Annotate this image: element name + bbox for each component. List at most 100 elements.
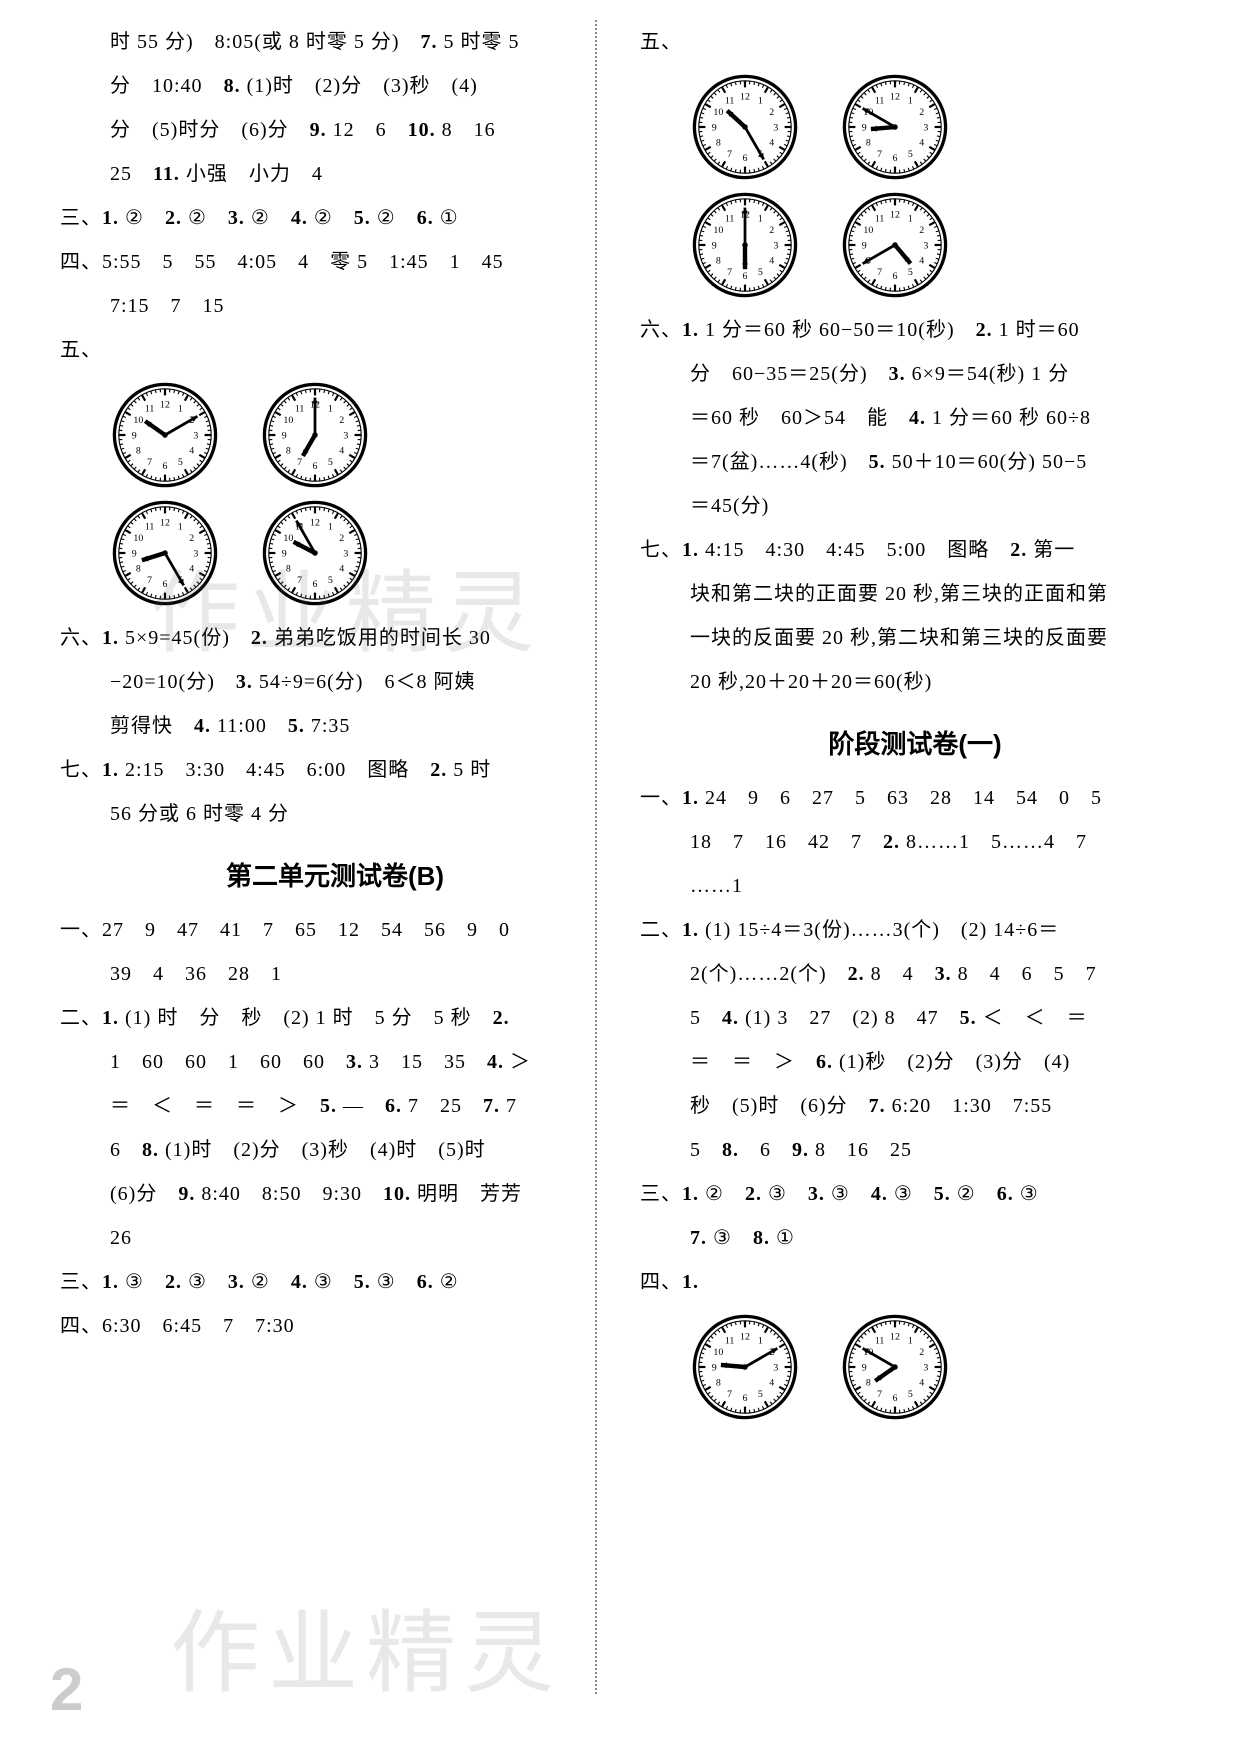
text-line: 5 8. 6 9. 8 16 25 bbox=[640, 1128, 1190, 1172]
section-five-label: 五、 bbox=[60, 328, 610, 372]
svg-text:12: 12 bbox=[890, 1332, 900, 1343]
svg-text:8: 8 bbox=[866, 138, 871, 149]
section-two: 二、1. (1) 15÷4＝3(份)……3(个) (2) 14÷6＝ bbox=[640, 908, 1190, 952]
svg-text:12: 12 bbox=[890, 210, 900, 221]
svg-text:5: 5 bbox=[328, 457, 333, 468]
svg-text:1: 1 bbox=[908, 1336, 913, 1347]
text-line: ＝ ＜ ＝ ＝ ＞ 5. — 6. 7 25 7. 7 bbox=[60, 1084, 610, 1128]
svg-text:4: 4 bbox=[339, 564, 344, 575]
clock-icon: 123456789101112 bbox=[260, 498, 370, 608]
svg-text:7: 7 bbox=[297, 457, 302, 468]
text-line: 20 秒,20＋20＋20＝60(秒) bbox=[640, 660, 1190, 704]
text-line: 7:15 7 15 bbox=[60, 284, 610, 328]
svg-text:10: 10 bbox=[283, 533, 293, 544]
svg-text:1: 1 bbox=[178, 522, 183, 533]
svg-text:1: 1 bbox=[178, 404, 183, 415]
clock-icon: 123456789101112 bbox=[690, 1312, 800, 1422]
svg-text:2: 2 bbox=[919, 225, 924, 236]
svg-text:1: 1 bbox=[328, 404, 333, 415]
svg-text:6: 6 bbox=[743, 1393, 748, 1404]
section-seven: 七、1. 2:15 3:30 4:45 6:00 图略 2. 5 时 bbox=[60, 748, 610, 792]
svg-text:3: 3 bbox=[193, 548, 198, 559]
svg-text:12: 12 bbox=[160, 518, 170, 529]
text-line: ＝ ＝ ＞ 6. (1)秒 (2)分 (3)分 (4) bbox=[640, 1040, 1190, 1084]
section-two-b: 二、1. (1) 时 分 秒 (2) 1 时 5 分 5 秒 2. bbox=[60, 996, 610, 1040]
svg-text:6: 6 bbox=[743, 153, 748, 164]
svg-text:5: 5 bbox=[758, 1389, 763, 1400]
svg-text:5: 5 bbox=[758, 267, 763, 278]
clock-row: 123456789101112 123456789101112 bbox=[690, 1312, 1190, 1422]
svg-text:8: 8 bbox=[716, 138, 721, 149]
svg-text:2: 2 bbox=[919, 107, 924, 118]
svg-text:8: 8 bbox=[286, 446, 291, 457]
svg-text:10: 10 bbox=[133, 415, 143, 426]
svg-text:6: 6 bbox=[743, 271, 748, 282]
section-five-label: 五、 bbox=[640, 20, 1190, 64]
text-line: 25 11. 小强 小力 4 bbox=[60, 152, 610, 196]
svg-text:9: 9 bbox=[862, 1362, 867, 1373]
clock-row: 123456789101112 123456789101112 bbox=[690, 190, 1190, 300]
svg-text:5: 5 bbox=[178, 457, 183, 468]
svg-text:4: 4 bbox=[189, 564, 194, 575]
svg-text:2: 2 bbox=[339, 533, 344, 544]
section-six: 六、1. 5×9=45(份) 2. 弟弟吃饭用的时间长 30 bbox=[60, 616, 610, 660]
svg-text:4: 4 bbox=[769, 138, 774, 149]
text-line: 6 8. (1)时 (2)分 (3)秒 (4)时 (5)时 bbox=[60, 1128, 610, 1172]
svg-text:11: 11 bbox=[725, 214, 735, 225]
clock-icon: 123456789101112 bbox=[840, 72, 950, 182]
svg-text:11: 11 bbox=[875, 1336, 885, 1347]
svg-text:6: 6 bbox=[313, 461, 318, 472]
svg-text:2: 2 bbox=[339, 415, 344, 426]
svg-text:12: 12 bbox=[740, 1332, 750, 1343]
clock-icon: 123456789101112 bbox=[690, 72, 800, 182]
svg-text:7: 7 bbox=[877, 267, 882, 278]
svg-text:8: 8 bbox=[716, 256, 721, 267]
svg-text:7: 7 bbox=[147, 575, 152, 586]
svg-text:2: 2 bbox=[919, 1347, 924, 1358]
svg-text:9: 9 bbox=[282, 548, 287, 559]
clock-icon: 123456789101112 bbox=[690, 190, 800, 300]
svg-text:12: 12 bbox=[890, 92, 900, 103]
svg-text:1: 1 bbox=[908, 214, 913, 225]
text-line: ＝45(分) bbox=[640, 484, 1190, 528]
section-four-label: 四、1. bbox=[640, 1260, 1190, 1304]
svg-text:4: 4 bbox=[769, 256, 774, 267]
svg-text:5: 5 bbox=[328, 575, 333, 586]
svg-text:4: 4 bbox=[339, 446, 344, 457]
svg-text:10: 10 bbox=[713, 107, 723, 118]
svg-text:11: 11 bbox=[725, 1336, 735, 1347]
svg-text:10: 10 bbox=[133, 533, 143, 544]
svg-text:5: 5 bbox=[908, 1389, 913, 1400]
text-line: 56 分或 6 时零 4 分 bbox=[60, 792, 610, 836]
section-six: 六、1. 1 分＝60 秒 60−50＝10(秒) 2. 1 时＝60 bbox=[640, 308, 1190, 352]
svg-text:4: 4 bbox=[189, 446, 194, 457]
stage-test-title: 阶段测试卷(一) bbox=[640, 724, 1190, 761]
svg-text:1: 1 bbox=[328, 522, 333, 533]
svg-text:9: 9 bbox=[282, 430, 287, 441]
text-line: ……1 bbox=[640, 864, 1190, 908]
text-line: 分 60−35＝25(分) 3. 6×9＝54(秒) 1 分 bbox=[640, 352, 1190, 396]
svg-text:5: 5 bbox=[908, 267, 913, 278]
svg-text:9: 9 bbox=[712, 1362, 717, 1373]
svg-text:7: 7 bbox=[147, 457, 152, 468]
svg-text:10: 10 bbox=[863, 225, 873, 236]
svg-text:1: 1 bbox=[758, 214, 763, 225]
svg-text:9: 9 bbox=[862, 122, 867, 133]
svg-text:5: 5 bbox=[908, 149, 913, 160]
svg-text:10: 10 bbox=[713, 1347, 723, 1358]
text-line: 7. ③ 8. ① bbox=[640, 1216, 1190, 1260]
svg-text:11: 11 bbox=[145, 522, 155, 533]
svg-text:3: 3 bbox=[923, 240, 928, 251]
svg-text:4: 4 bbox=[919, 138, 924, 149]
clock-icon: 123456789101112 bbox=[110, 380, 220, 490]
text-line: 秒 (5)时 (6)分 7. 6:20 1:30 7:55 bbox=[640, 1084, 1190, 1128]
svg-text:10: 10 bbox=[283, 415, 293, 426]
section-four-b: 四、6:30 6:45 7 7:30 bbox=[60, 1304, 610, 1348]
svg-text:8: 8 bbox=[716, 1378, 721, 1389]
svg-text:4: 4 bbox=[919, 256, 924, 267]
svg-text:2: 2 bbox=[189, 533, 194, 544]
clock-row: 123456789101112 123456789101112 bbox=[110, 498, 610, 608]
section-seven: 七、1. 4:15 4:30 4:45 5:00 图略 2. 第一 bbox=[640, 528, 1190, 572]
svg-text:4: 4 bbox=[769, 1378, 774, 1389]
text-line: ＝60 秒 60＞54 能 4. 1 分＝60 秒 60÷8 bbox=[640, 396, 1190, 440]
